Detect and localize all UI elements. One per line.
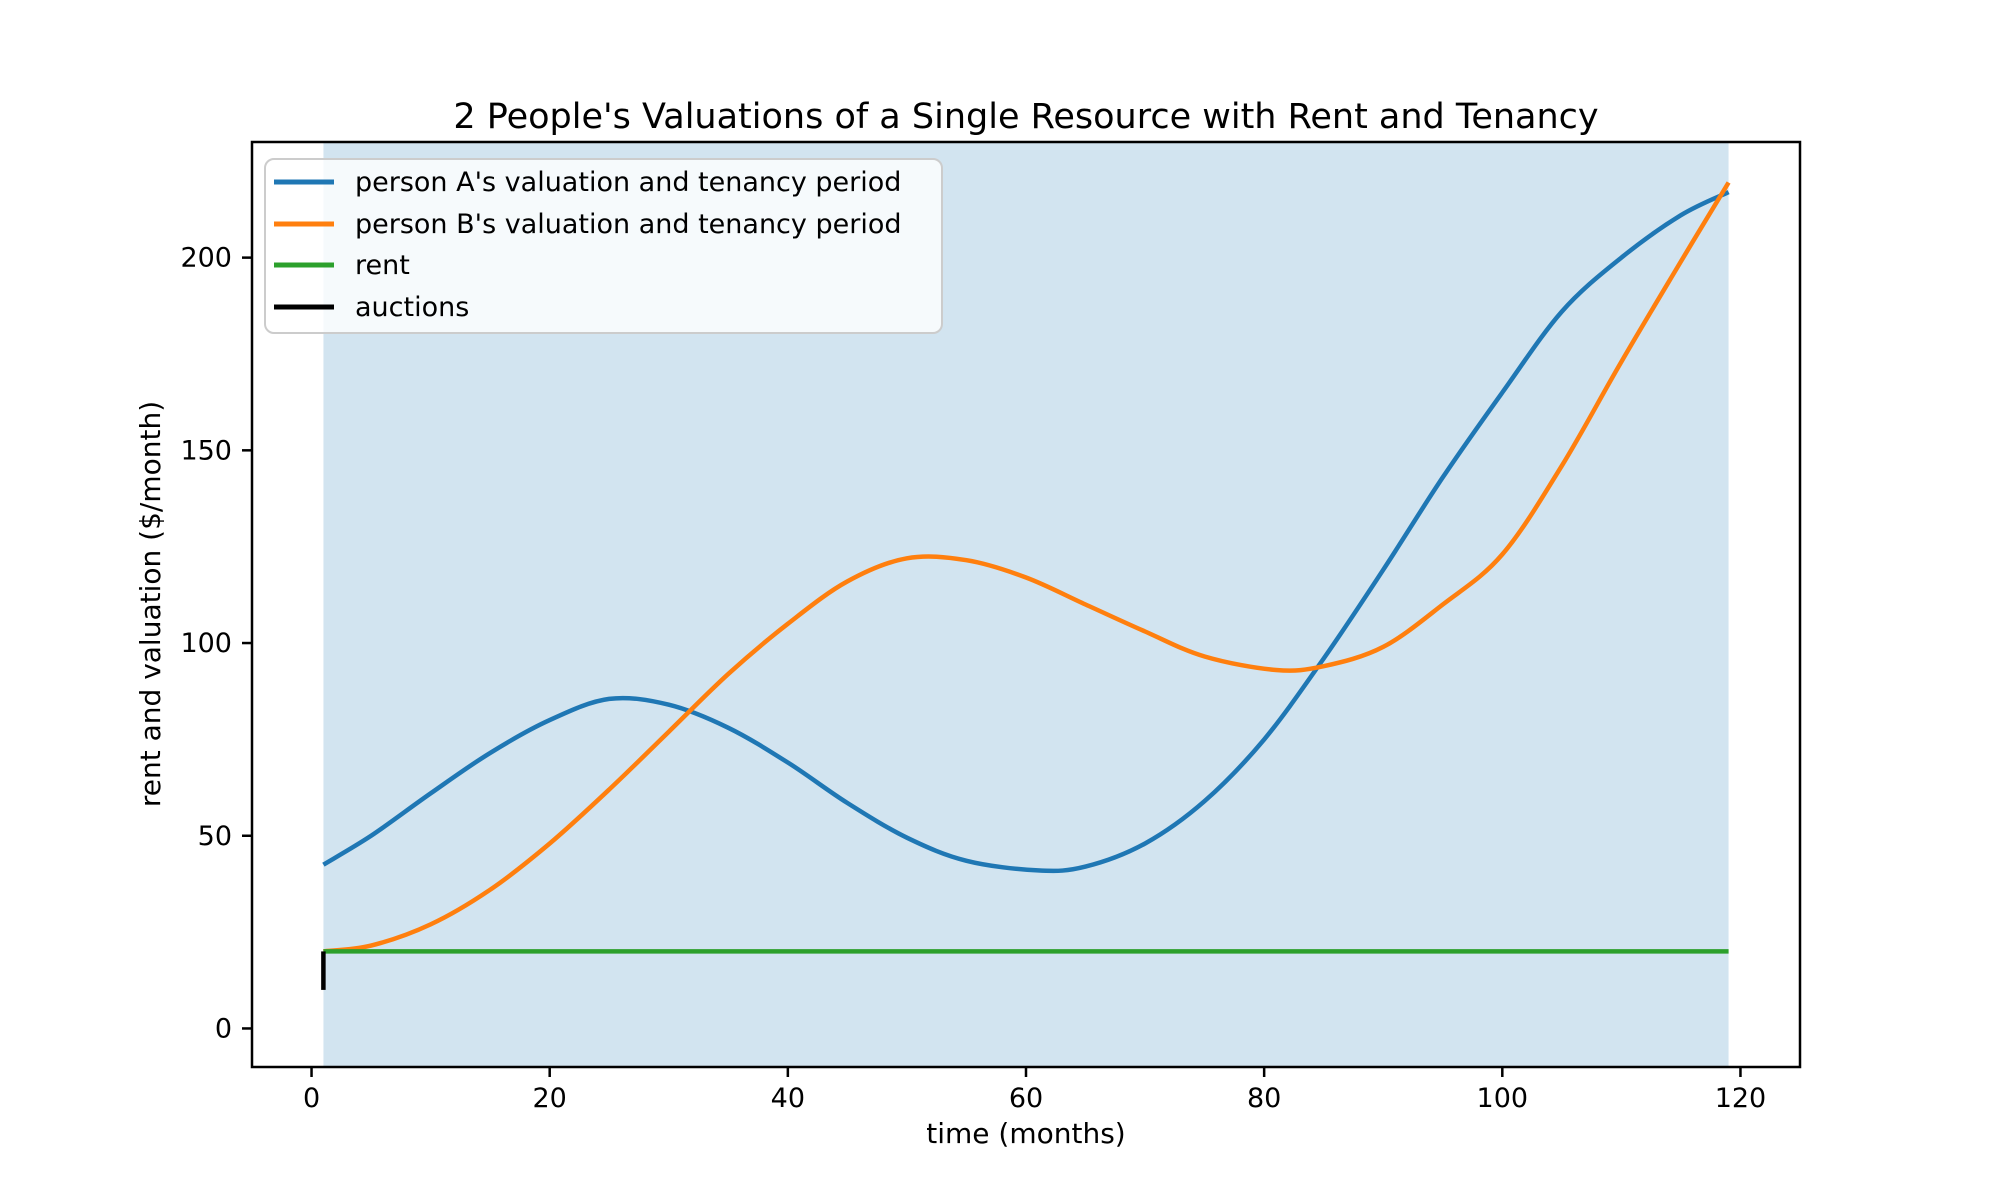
x-tick-label: 80 [1247,1083,1281,1114]
x-tick-label: 20 [533,1083,567,1114]
y-axis-label: rent and valuation ($/month) [134,401,167,807]
legend-box [264,158,943,334]
y-tick-label: 200 [180,243,232,274]
chart-title: 2 People's Valuations of a Single Resour… [453,97,1598,137]
y-tick-label: 0 [215,1013,232,1044]
series-person-a-line [322,190,1730,874]
x-tick-label: 0 [303,1083,320,1114]
legend-label-auctions: auctions [355,292,469,323]
series-person-b-line [323,181,1731,954]
legend: person A's valuation and tenancy period … [264,158,943,334]
x-axis-label: time (months) [926,1117,1125,1150]
x-tick-label: 100 [1477,1083,1529,1114]
legend-label-person-b: person B's valuation and tenancy period [355,209,901,240]
legend-label-rent: rent [355,250,410,281]
x-tick-label: 120 [1715,1083,1767,1114]
legend-label-person-a: person A's valuation and tenancy period [355,167,901,198]
x-tick-label: 40 [771,1083,805,1114]
y-tick-label: 50 [198,821,232,852]
y-tick-label: 100 [180,628,232,659]
y-tick-label: 150 [180,435,232,466]
x-tick-label: 60 [1009,1083,1043,1114]
